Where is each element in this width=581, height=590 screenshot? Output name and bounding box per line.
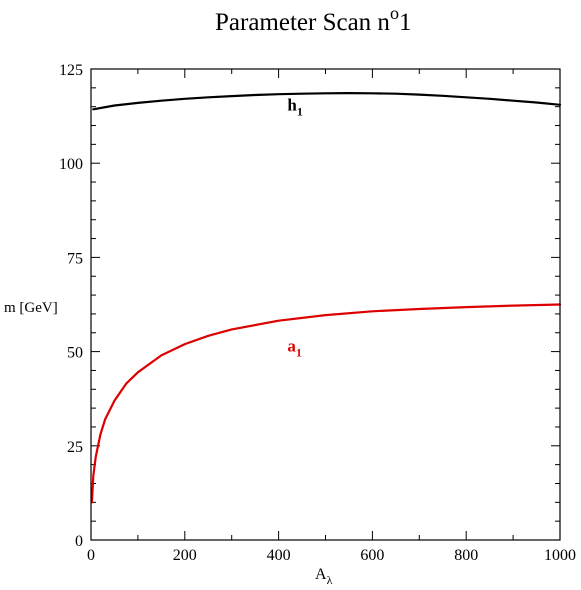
series-label-main: h	[287, 95, 297, 114]
series-line-a1	[90, 303, 562, 504]
plot-frame	[90, 68, 561, 541]
chart-title-main: Parameter Scan n	[215, 9, 390, 36]
series-label-main: a	[287, 337, 296, 356]
x-tick-label: 0	[87, 547, 95, 564]
x-tick-label: 1000	[544, 547, 576, 564]
axis-ticks: 0 200 400 600 800 1000 0 25 50 75 100 125	[59, 62, 576, 564]
x-axis-label: Aλ	[315, 566, 333, 587]
y-tick-label: 25	[67, 439, 83, 456]
x-axis-label-subscript: λ	[327, 573, 333, 587]
series-line-h1	[92, 91, 562, 111]
x-axis-label-main: A	[315, 566, 327, 583]
series-label-subscript: 1	[297, 104, 303, 118]
chart-title-suffix: 1	[399, 9, 412, 36]
series-label-subscript: 1	[296, 346, 302, 360]
series-label-h1: h1	[287, 95, 302, 118]
series-group	[90, 91, 562, 504]
chart-title-superscript: o	[390, 3, 399, 23]
y-tick-label: 0	[75, 533, 83, 550]
x-tick-label: 800	[454, 547, 478, 564]
chart-title: Parameter Scan no1	[215, 3, 411, 36]
series-label-a1: a1	[287, 337, 302, 360]
y-tick-label: 125	[59, 62, 83, 79]
y-tick-label: 100	[59, 156, 83, 173]
y-tick-label: 75	[67, 250, 83, 267]
x-tick-label: 400	[267, 547, 291, 564]
y-tick-label: 50	[67, 345, 83, 362]
y-axis-label: m [GeV]	[4, 300, 58, 316]
x-tick-label: 200	[173, 547, 197, 564]
x-tick-label: 600	[360, 547, 384, 564]
